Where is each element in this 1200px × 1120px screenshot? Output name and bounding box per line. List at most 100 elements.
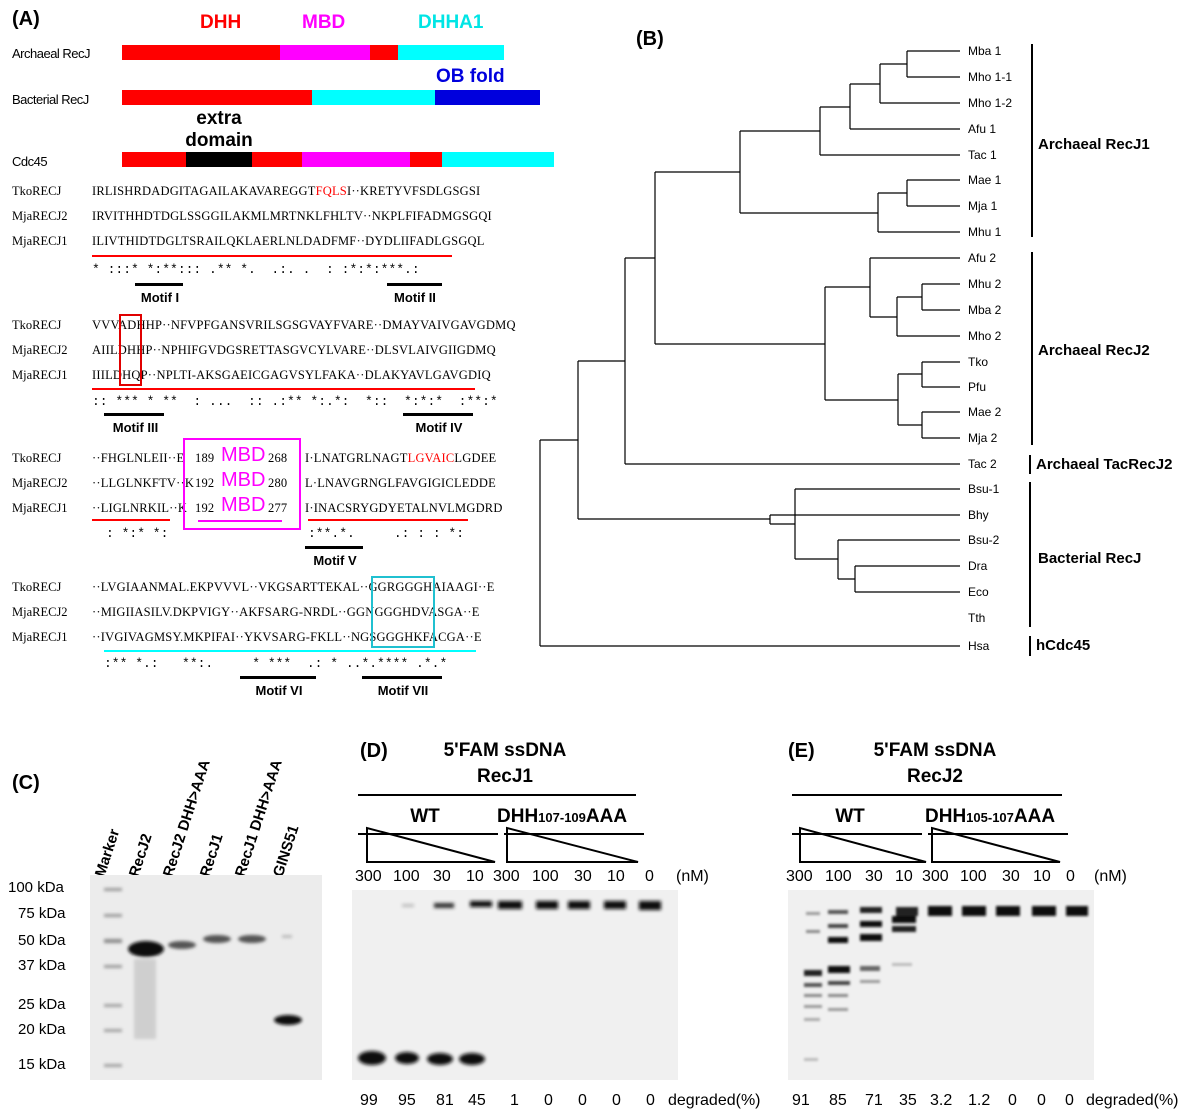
dhh-domain-label: DHH: [200, 12, 242, 33]
clade-label: Archaeal TacRecJ2: [1036, 456, 1173, 473]
tree-leaf: Mae 2: [968, 405, 1002, 419]
bacterial-dhh-bar: [122, 90, 312, 105]
degraded-value: 0: [612, 1092, 621, 1109]
sequence-line: VVVADHHP··NFVPFGANSVRILSGSGVAYFVARE··DMA…: [92, 318, 516, 332]
unit-label: (nM): [676, 868, 709, 885]
tree-leaf: Tko: [968, 355, 989, 369]
tree-leaf: Dra: [968, 559, 988, 573]
sequence-line: ILIVTHIDTDGLTSRAILQKLAERLNLDADFMF··DYDLI…: [92, 234, 485, 248]
motif-bar: [305, 546, 363, 549]
seq-name: MjaRECJ1: [12, 630, 68, 644]
dhha1-motif-box: [371, 576, 435, 648]
ob-fold-label: OB fold: [436, 66, 505, 87]
conc-label: 0: [645, 868, 654, 885]
motif-label: Motif II: [394, 290, 436, 305]
wt-rule: [792, 833, 922, 835]
sequence-line: I·INACSRYGDYETALNVLMGDRD: [305, 501, 503, 515]
conc-label: 100: [825, 868, 852, 885]
archaeal-recj-label: Archaeal RecJ: [12, 46, 91, 61]
clade-label: Archaeal RecJ2: [1038, 342, 1150, 359]
header-rule: [358, 794, 636, 796]
conc-label: 100: [960, 868, 987, 885]
degraded-value: 0: [646, 1092, 655, 1109]
ssdna-gel-recj2: [788, 890, 1094, 1080]
seq-name: MjaRECJ2: [12, 605, 68, 619]
seq-name: TkoRECJ: [12, 580, 62, 594]
clade-label: Archaeal RecJ1: [1038, 136, 1150, 153]
sequence-line: IRVITHHDTDGLSSGGILAKMLMRTNKLFHLTV··NKPLF…: [92, 209, 492, 223]
tree-leaf: Tac 1: [968, 148, 997, 162]
degraded-value: 85: [829, 1092, 847, 1109]
sequence-line: ··FHGLNLEII··E: [92, 451, 185, 465]
mbd-start-number: 192: [195, 501, 215, 515]
degraded-value: 35: [899, 1092, 917, 1109]
header-rule: [792, 794, 1062, 796]
bacterial-ob-bar: [435, 90, 540, 105]
seq-name: MjaRECJ2: [12, 343, 68, 357]
seq-name: MjaRECJ2: [12, 476, 68, 490]
mbd-text: MBD: [221, 444, 266, 466]
degraded-value: 99: [360, 1092, 378, 1109]
panel-b-label: (B): [636, 28, 664, 50]
ssdna-gel-recj1: [352, 890, 678, 1080]
tree-leaf: Mja 1: [968, 199, 998, 213]
dhh-motif-box: [119, 314, 142, 386]
tree-leaf: Bhy: [968, 508, 989, 522]
dhha1-domain-label: DHHA1: [418, 12, 484, 33]
tree-leaf: Tth: [968, 611, 986, 625]
phylogenetic-tree: [539, 44, 1033, 656]
tree-leaf: Mba 2: [968, 303, 1002, 317]
mw-marker-label: 75 kDa: [18, 905, 66, 922]
tree-leaf: Pfu: [968, 380, 987, 394]
mbd-end-number: 268: [268, 451, 288, 465]
motif-bar: [387, 283, 442, 286]
motif-label: Motif IV: [415, 420, 463, 435]
tree-leaf: Mja 2: [968, 431, 998, 445]
degraded-value: 45: [468, 1092, 486, 1109]
panel-e-label: (E): [788, 740, 815, 762]
tree-leaf: Mho 1-2: [968, 96, 1013, 110]
degraded-value: 1: [510, 1092, 519, 1109]
panel-a-label: (A): [12, 8, 40, 30]
mbd-end-number: 280: [268, 476, 288, 490]
conc-label: 300: [355, 868, 382, 885]
motif-label: Motif III: [112, 420, 159, 435]
tree-leaf: Bsu-1: [968, 482, 1000, 496]
tree-leaf: Mba 1: [968, 44, 1002, 58]
conc-label: 300: [786, 868, 813, 885]
tree-leaf: Mho 1-1: [968, 70, 1013, 84]
clade-label: hCdc45: [1036, 637, 1091, 654]
sequence-line: IIILDHQP··NPLTI-AKSGAEICGAGVSYLFAKA··DLA…: [92, 368, 491, 382]
lane-label: GINS51: [269, 822, 303, 879]
conservation-line: :: *** * ** : ... :: .:** *:.*: *:: *:*:…: [92, 394, 498, 409]
conc-label: 100: [532, 868, 559, 885]
mbd-start-number: 192: [195, 476, 215, 490]
motif-bar: [403, 413, 473, 416]
motif-label: Motif V: [313, 553, 357, 568]
degraded-label: degraded(%): [1086, 1092, 1179, 1109]
cdc45-dhh3-bar: [410, 152, 442, 167]
sequence-line: ··MIGIIASILV.DKPVIGY··AKFSARG-NRDL··GGNG…: [92, 605, 480, 619]
enzyme-title: RecJ2: [907, 766, 963, 787]
mbd-text: MBD: [221, 469, 266, 491]
dhh-underline: [92, 255, 452, 257]
motif-bar: [240, 676, 316, 679]
cdc45-label: Cdc45: [12, 154, 48, 169]
dhha1-underline: [104, 650, 476, 652]
conc-label: 300: [922, 868, 949, 885]
cdc45-mbd-bar: [302, 152, 410, 167]
degraded-value: 95: [398, 1092, 416, 1109]
mw-marker-label: 20 kDa: [18, 1021, 66, 1038]
conc-label: 10: [895, 868, 913, 885]
sds-page-gel: [90, 875, 322, 1080]
conc-label: 30: [574, 868, 592, 885]
dhh-underline: [92, 388, 475, 390]
tree-leaf: Mae 1: [968, 173, 1002, 187]
tree-leaf: Hsa: [968, 639, 990, 653]
mbd-text: MBD: [221, 494, 266, 516]
lane-label: RecJ1: [196, 831, 227, 879]
conc-label: 30: [1002, 868, 1020, 885]
mbd-domain-label: MBD: [302, 12, 346, 33]
sequence-line: ··LLGLNKFTV··K: [92, 476, 195, 490]
bacterial-recj-label: Bacterial RecJ: [12, 92, 89, 107]
